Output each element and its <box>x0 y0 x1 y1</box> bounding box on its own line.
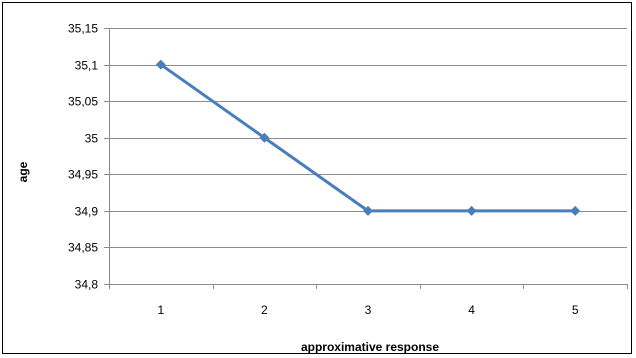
data-point <box>570 205 581 216</box>
y-tick-label: 35,05 <box>68 95 98 109</box>
x-axis-label: approximative response <box>301 340 439 354</box>
y-tick-label: 35,1 <box>75 59 99 73</box>
x-tick-label: 1 <box>157 303 164 317</box>
x-tick-labels: 1 2 3 4 5 <box>157 303 578 317</box>
y-tick-label: 34,9 <box>75 205 99 219</box>
y-tick-label: 34,8 <box>75 278 99 292</box>
series <box>155 59 581 216</box>
data-point <box>363 205 373 216</box>
series-line <box>159 63 576 213</box>
y-tick-label: 34,95 <box>68 168 98 182</box>
y-tick-label: 35,15 <box>68 22 98 36</box>
y-tick-labels: 35,15 35,1 35,05 35 34,95 34,9 34,85 34,8 <box>68 22 98 292</box>
x-tick-label: 4 <box>468 303 475 317</box>
x-tick-label: 5 <box>572 303 579 317</box>
y-axis-label: age <box>16 161 30 182</box>
x-tick-label: 2 <box>261 303 268 317</box>
x-tick-label: 3 <box>365 303 372 317</box>
y-tick-label: 34,85 <box>68 241 98 255</box>
y-tick-label: 35 <box>85 132 99 146</box>
data-point <box>466 205 477 216</box>
data-point <box>259 132 270 143</box>
chart-frame <box>2 2 632 354</box>
data-point <box>155 59 166 70</box>
axes <box>109 28 628 289</box>
gridlines <box>104 28 627 285</box>
